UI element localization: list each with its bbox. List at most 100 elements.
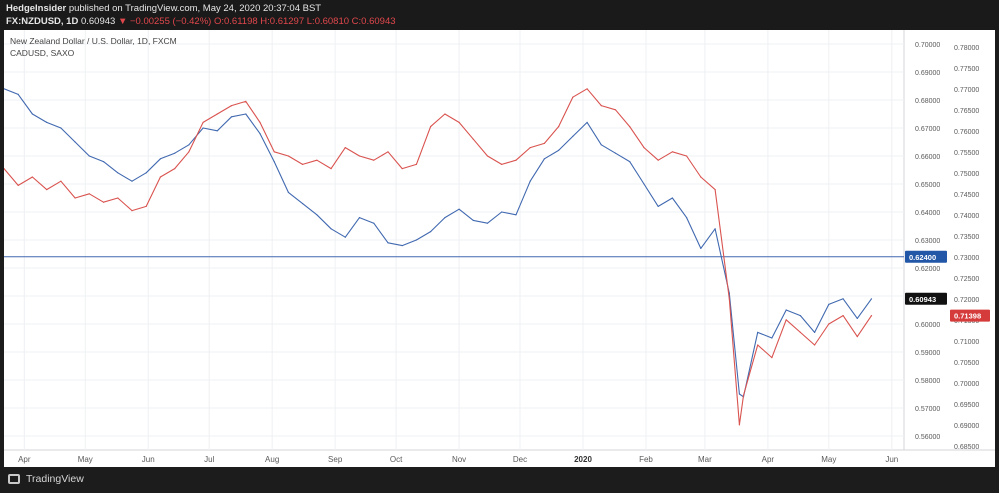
nzdusd-data-point (614, 152, 617, 154)
right-axis-tick-label: 0.75000 (954, 171, 979, 178)
nzdusd-data-point (572, 135, 574, 137)
author-name[interactable]: HedgeInsider (6, 3, 67, 14)
nzdusd-data-point (373, 222, 375, 224)
right-axis-tick-label: 0.75500 (954, 150, 979, 157)
cadusd-data-point (543, 142, 546, 144)
nzdusd-data-point (131, 180, 133, 182)
cadusd-data-point (174, 168, 176, 170)
cadusd-data-point (714, 189, 716, 191)
nzdusd-data-point (287, 191, 289, 193)
cadusd-data-point (287, 155, 289, 157)
ohlc-line: FX:NZDUSD, 1D 0.60943 ▼ −0.00255 (−0.42%… (6, 16, 396, 27)
cadusd-data-point (387, 151, 389, 153)
legend-nzdusd: New Zealand Dollar / U.S. Dollar, 1D, FX… (10, 36, 177, 46)
cadusd-data-point (515, 159, 517, 161)
nzdusd-data-point (799, 315, 802, 317)
left-axis-tick-label: 0.66000 (915, 154, 940, 161)
nzdusd-data-point (4, 88, 5, 90)
nzdusd-data-point (202, 127, 204, 129)
cadusd-data-point (728, 298, 730, 300)
nzdusd-data-point (259, 133, 261, 135)
nzdusd-data-point (771, 337, 773, 339)
nzdusd-data-point (230, 116, 233, 118)
nzdusd-data-point (245, 113, 247, 115)
nzdusd-data-point (415, 239, 417, 241)
left-axis-tick-label: 0.65000 (915, 182, 940, 189)
footer-bar: TradingView (0, 467, 999, 493)
chart-area[interactable]: Apr May Jun Jul Aug Sep Oct Nov Dec 2020 Feb Mar Apr… (4, 30, 995, 467)
cadusd-data-point (202, 121, 204, 123)
nzdusd-data-point (102, 161, 105, 163)
nzdusd-data-point (74, 141, 76, 143)
left-axis-tick-label: 0.70000 (915, 42, 940, 49)
cadusd-data-point (572, 96, 574, 98)
legend-cadusd: CADUSD, SAXO (10, 48, 75, 58)
right-axis-tick-label: 0.70000 (954, 381, 979, 388)
nzdusd-data-point (444, 217, 446, 219)
cadusd-data-point (88, 193, 90, 195)
price-axis-panel (904, 30, 995, 467)
nzdusd-data-point (643, 183, 645, 185)
right-axis-tick-label: 0.77500 (954, 66, 979, 73)
publish-line: HedgeInsider published on TradingView.co… (6, 3, 321, 14)
nzdusd-data-point (330, 228, 332, 230)
cadusd-data-point (643, 147, 645, 149)
x-tick-label: 2020 (574, 455, 592, 464)
nzdusd-data-point (17, 93, 19, 95)
left-axis-tick-label: 0.63000 (915, 238, 940, 245)
cadusd-data-point (657, 159, 659, 161)
cadusd-price-tag: 0.71398 (954, 312, 981, 321)
cadusd-data-point (344, 147, 346, 149)
cadusd-data-point (4, 168, 5, 170)
right-axis-tick-label: 0.73500 (954, 234, 979, 241)
cadusd-data-point (117, 197, 119, 199)
cadusd-data-point (629, 126, 631, 128)
price-chart[interactable]: Apr May Jun Jul Aug Sep Oct Nov Dec 2020 Feb Mar Apr… (4, 30, 995, 467)
right-axis-tick-label: 0.76500 (954, 108, 979, 115)
left-axis-tick-label: 0.68000 (915, 98, 940, 105)
nzdusd-data-point (358, 217, 361, 219)
nzdusd-data-point (344, 236, 346, 238)
cadusd-data-point (273, 151, 275, 153)
cadusd-price-tag-bg (950, 309, 990, 322)
nzdusd-data-point (458, 208, 460, 210)
nzdusd-data-point (174, 152, 176, 154)
right-axis-tick-label: 0.73000 (954, 255, 979, 262)
x-tick-label: Sep (328, 455, 343, 464)
cadusd-data-point (430, 126, 432, 128)
x-tick-label: Jun (142, 455, 155, 464)
nzdusd-data-point (671, 197, 674, 199)
nzdusd-data-point (738, 393, 741, 395)
tradingview-brand[interactable]: TradingView (26, 473, 84, 485)
support-price-tag-bg (905, 250, 947, 263)
low-value: L:0.60810 (306, 16, 350, 27)
support-price-tag: 0.62400 (909, 253, 936, 262)
left-axis-tick-label: 0.57000 (915, 406, 940, 413)
cadusd-data-point (458, 121, 460, 123)
nzdusd-data-point (273, 161, 275, 163)
cadusd-data-point (558, 126, 560, 128)
nzdusd-data-point (543, 158, 546, 160)
cadusd-data-point (230, 105, 233, 107)
nzdusd-data-point (302, 203, 304, 205)
right-axis-tick-label: 0.74000 (954, 213, 979, 220)
cadusd-data-point (586, 88, 588, 90)
cadusd-data-point (131, 210, 133, 212)
cadusd-data-point (501, 163, 503, 165)
symbol-label[interactable]: FX:NZDUSD, 1D (6, 16, 79, 27)
cadusd-data-point (757, 344, 759, 346)
nzdusd-data-point (216, 130, 218, 132)
cadusd-data-point (60, 180, 62, 182)
left-axis-tick-label: 0.58000 (915, 378, 940, 385)
price-change: ▼ −0.00255 (−0.42%) (117, 16, 212, 27)
cadusd-data-point (145, 205, 147, 207)
last-price: 0.60943 (80, 16, 116, 27)
nzdusd-data-point (46, 121, 48, 123)
x-tick-label: Apr (762, 455, 775, 464)
cadusd-data-point (373, 159, 375, 161)
cadusd-data-point (102, 201, 105, 203)
cadusd-data-point (31, 176, 33, 178)
cadusd-data-point (742, 394, 745, 396)
nzdusd-data-point (856, 317, 858, 319)
nzdusd-price-tag: 0.60943 (909, 295, 936, 304)
